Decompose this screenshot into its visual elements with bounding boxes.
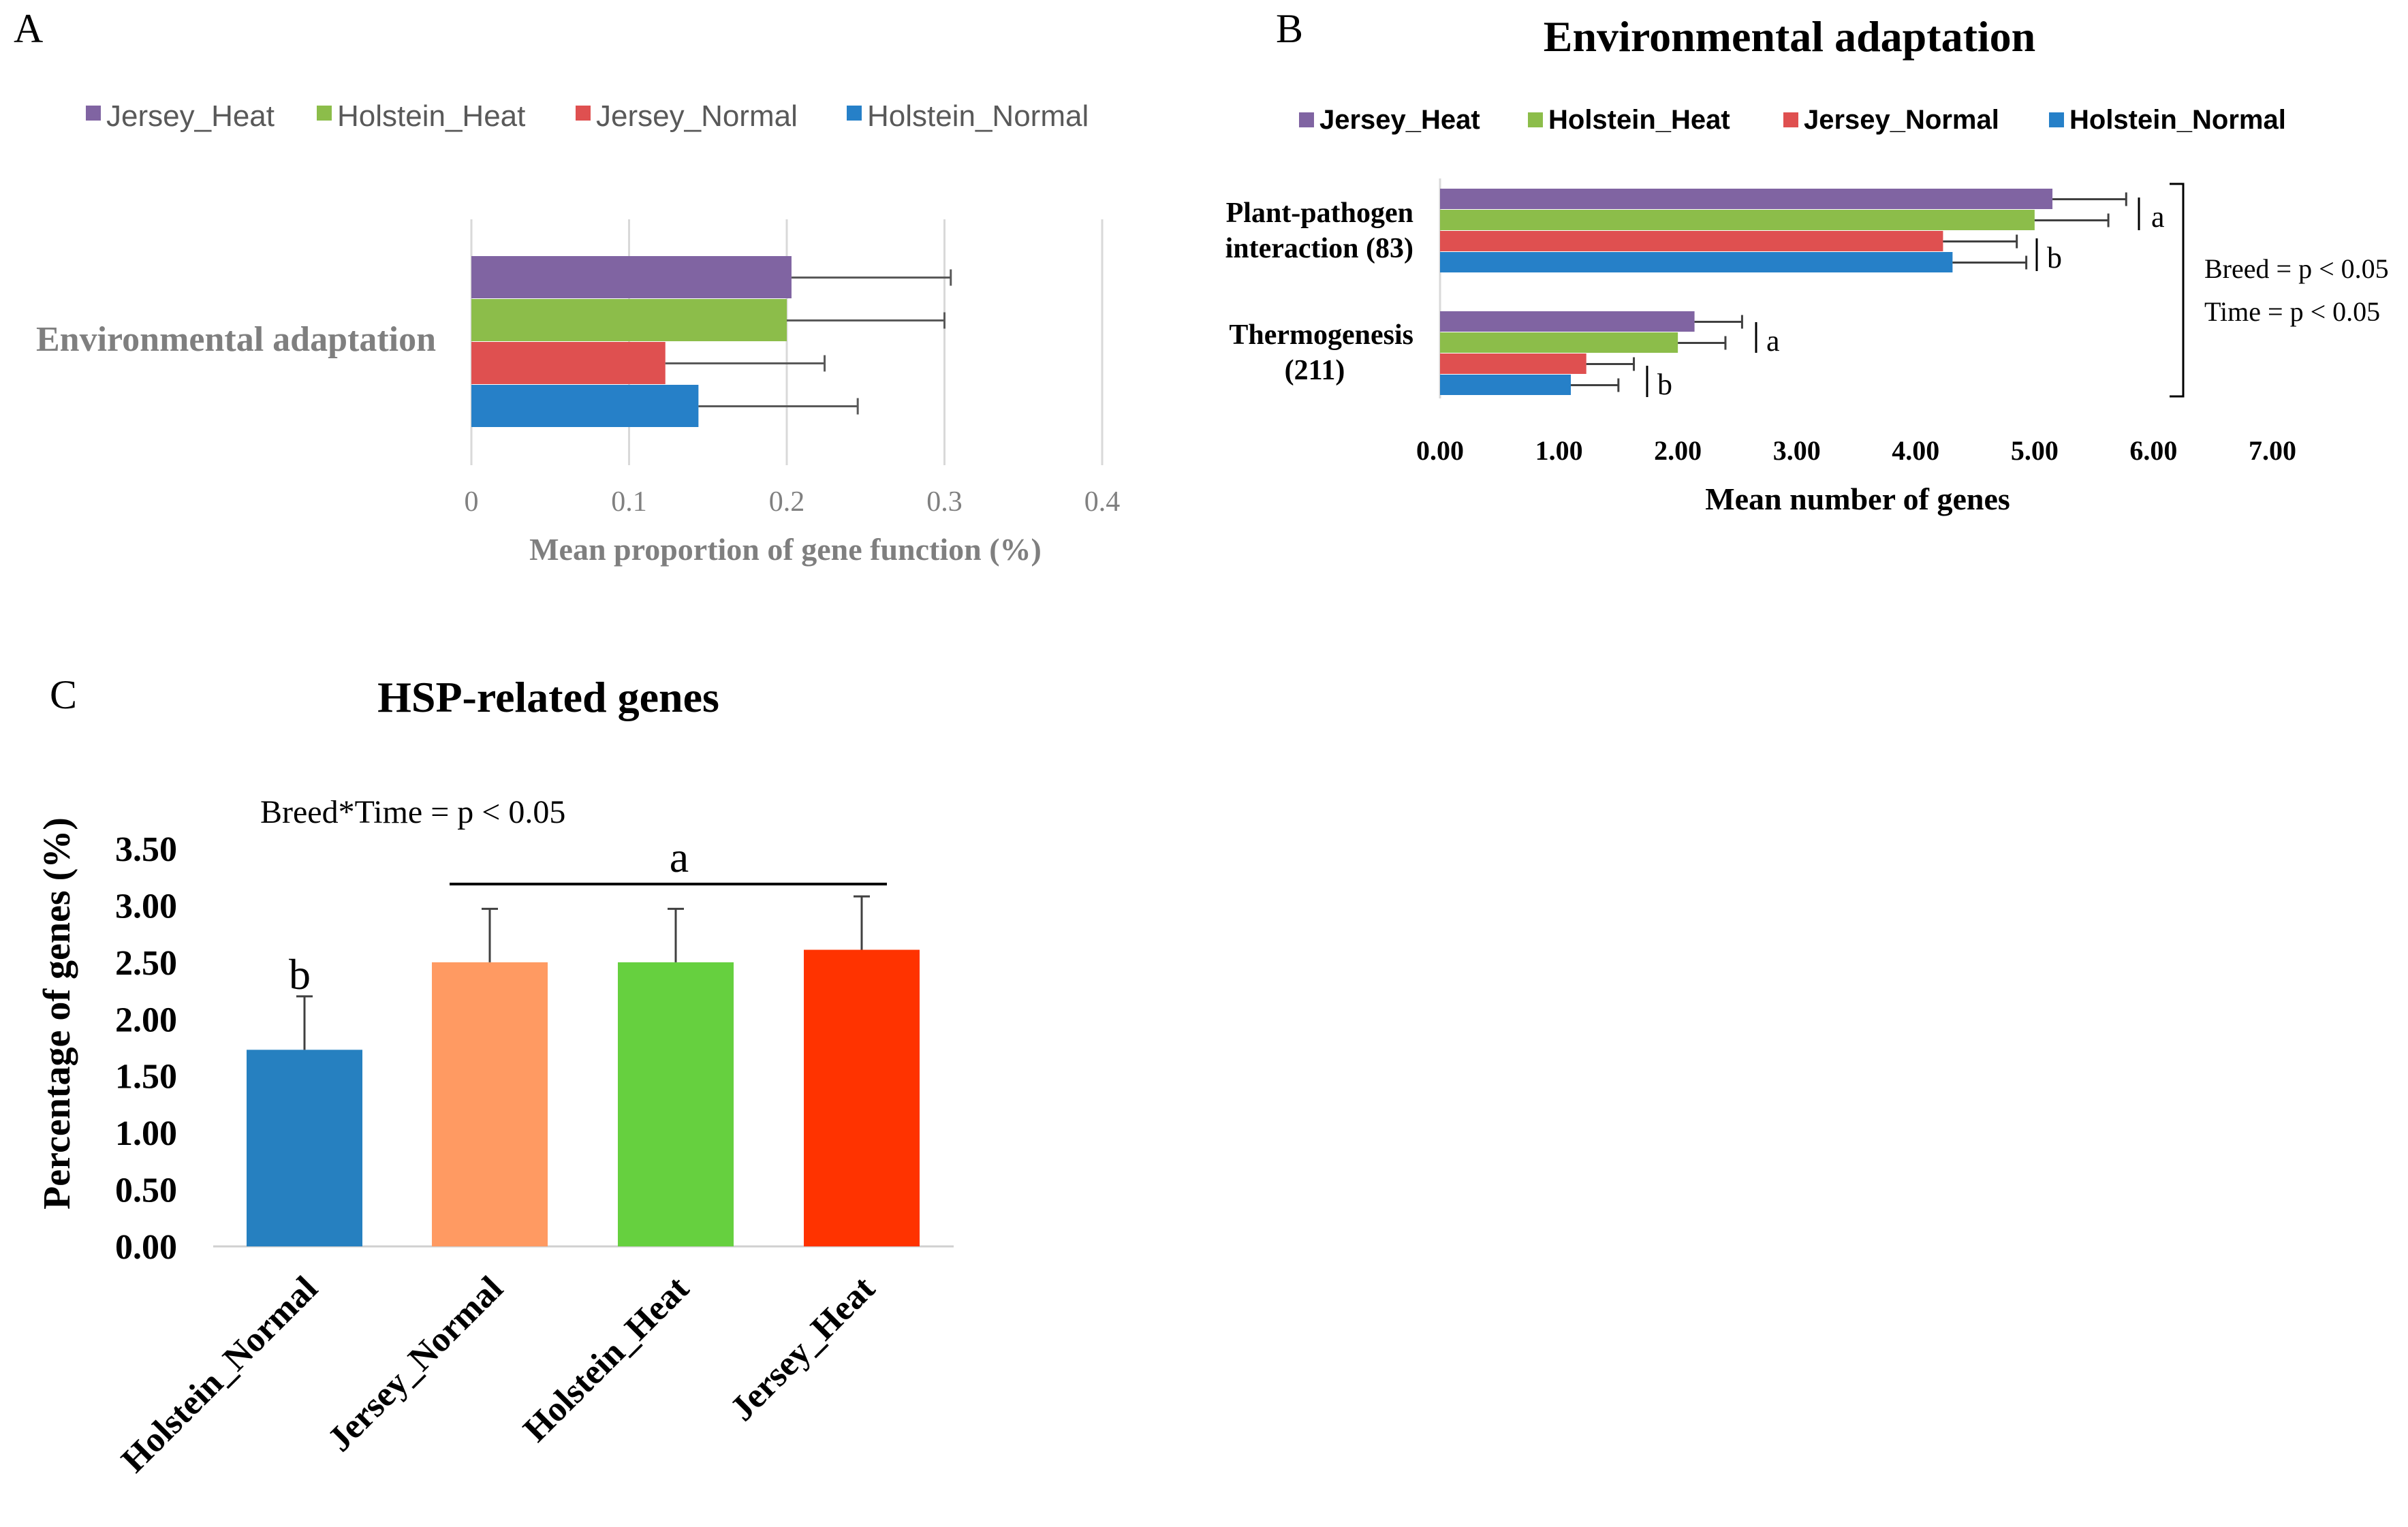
panel-c-y-tick-label: 0.50	[115, 1171, 177, 1210]
panel-a-legend: Jersey_Heat Holstein_Heat Jersey_Normal …	[86, 99, 1089, 133]
panel-b-annotation-breed: Breed = p < 0.05	[2204, 253, 2389, 284]
legend-swatch-holstein-heat	[1528, 112, 1543, 127]
panel-b-x-tick-labels: 0.00 1.00 2.00 3.00 4.00 5.00 6.00 7.00	[1416, 435, 2296, 466]
legend-label-jersey-normal: Jersey_Normal	[596, 99, 798, 133]
legend-label-jersey-heat: Jersey_Heat	[106, 99, 275, 133]
legend-swatch-holstein-normal	[847, 106, 862, 121]
panel-b-bar-g2-jersey-heat	[1440, 311, 1695, 332]
panel-b-label: B	[1276, 6, 1303, 51]
panel-a-x-tick-label: 0.2	[769, 486, 805, 518]
panel-c-y-axis-title: Percentage of genes (%)	[36, 817, 78, 1210]
panel-b-legend: Jersey_Heat Holstein_Heat Jersey_Normal …	[1299, 105, 2286, 135]
panel-c-title: HSP-related genes	[377, 673, 719, 721]
panel-c-y-tick-label: 1.00	[115, 1114, 177, 1153]
panel-b-x-tick-label: 1.00	[1535, 435, 1583, 466]
panel-a-x-tick-labels: 0 0.1 0.2 0.3 0.4	[465, 486, 1121, 518]
panel-b-group2-label-line1: Thermogenesis	[1229, 319, 1413, 351]
panel-b-annotation-time: Time = p < 0.05	[2204, 296, 2380, 327]
panel-c-letter-b: b	[289, 950, 311, 998]
legend-label-holstein-normal: Holstein_Normal	[867, 99, 1089, 133]
panel-a-x-tick-label: 0.4	[1084, 486, 1121, 518]
panel-a: A Jersey_Heat Holstein_Heat Jersey_Norma…	[14, 6, 1120, 567]
panel-c-y-tick-label: 1.50	[115, 1058, 177, 1097]
panel-b-group2-letter-normal: b	[1657, 368, 1672, 401]
legend-swatch-holstein-normal	[2049, 112, 2064, 127]
panel-a-bar-jersey-heat	[471, 256, 792, 298]
panel-b-x-tick-label: 5.00	[2011, 435, 2059, 466]
panel-c-y-tick-label: 2.50	[115, 944, 177, 983]
panel-b-bars	[1439, 178, 2053, 398]
panel-c-error-bars	[296, 895, 870, 1050]
panel-a-category-label: Environmental adaptation	[36, 320, 436, 359]
legend-label-holstein-heat: Holstein_Heat	[1548, 105, 1730, 135]
legend-label-holstein-normal: Holstein_Normal	[2069, 105, 2286, 135]
panel-a-x-tick-label: 0	[465, 486, 479, 518]
panel-c-bar-jersey-heat	[804, 949, 920, 1246]
panel-b-title: Environmental adaptation	[1544, 12, 2036, 61]
panel-a-x-tick-label: 0.3	[926, 486, 963, 518]
panel-b-bar-g2-jersey-normal	[1440, 353, 1586, 374]
panel-b-error-bars	[1571, 192, 2127, 392]
legend-swatch-jersey-heat	[86, 106, 101, 121]
panel-b-x-tick-label: 4.00	[1892, 435, 1939, 466]
panel-b-bar-g1-holstein-heat	[1440, 210, 2035, 230]
panel-a-label: A	[14, 6, 43, 51]
legend-label-jersey-heat: Jersey_Heat	[1319, 105, 1480, 135]
panel-b-bar-g1-jersey-heat	[1440, 189, 2053, 209]
panel-a-x-tick-label: 0.1	[611, 486, 647, 518]
panel-b-bracket	[2170, 183, 2185, 398]
panel-b-group2-label-line2: (211)	[1285, 355, 1345, 386]
legend-label-holstein-heat: Holstein_Heat	[337, 99, 525, 133]
panel-b-x-tick-label: 7.00	[2249, 435, 2296, 466]
panel-b-group2-letter-heat: a	[1766, 324, 1780, 358]
panel-c-y-tick-label: 0.00	[115, 1228, 177, 1267]
panel-b-x-tick-label: 2.00	[1654, 435, 1702, 466]
legend-swatch-jersey-normal	[1783, 112, 1798, 127]
panel-c-y-tick-label: 3.00	[115, 887, 177, 926]
panel-b-bar-g1-holstein-normal	[1440, 252, 1953, 272]
panel-c-bars	[247, 949, 920, 1246]
panel-b: B Environmental adaptation Jersey_Heat H…	[1225, 6, 2389, 516]
panel-a-bar-jersey-normal	[471, 342, 666, 384]
panel-c-y-tick-label: 3.50	[115, 830, 177, 869]
panel-b-x-tick-label: 6.00	[2129, 435, 2177, 466]
panel-a-bar-holstein-normal	[471, 385, 699, 427]
panel-c-letter-a: a	[670, 833, 689, 881]
panel-b-group1-letter-normal: b	[2047, 241, 2062, 274]
panel-b-bar-g2-holstein-normal	[1440, 375, 1572, 395]
panel-c-y-tick-labels: 0.00 0.50 1.00 1.50 2.00 2.50 3.00 3.50	[115, 830, 177, 1267]
legend-swatch-jersey-heat	[1299, 112, 1314, 127]
panel-b-group1-label-line1: Plant-pathogen	[1226, 198, 1413, 229]
panel-b-x-tick-label: 3.00	[1773, 435, 1821, 466]
panel-b-bar-g2-holstein-heat	[1440, 332, 1678, 353]
panel-a-bars	[471, 256, 792, 427]
legend-label-jersey-normal: Jersey_Normal	[1804, 105, 1999, 135]
panel-c-bar-jersey-normal	[432, 962, 548, 1246]
panel-c-bar-holstein-normal	[247, 1050, 362, 1246]
panel-a-x-axis-title: Mean proportion of gene function (%)	[529, 532, 1042, 567]
panel-b-group1-letter-heat: a	[2151, 200, 2165, 234]
panel-b-group1-label-line2: interaction (83)	[1225, 233, 1413, 264]
panel-c-bar-holstein-heat	[618, 962, 734, 1246]
panel-c-label: C	[50, 672, 77, 717]
panel-b-x-tick-label: 0.00	[1416, 435, 1464, 466]
panel-c-y-tick-label: 2.00	[115, 1001, 177, 1039]
panel-a-error-bars	[665, 269, 952, 415]
panel-a-bar-holstein-heat	[471, 299, 787, 341]
legend-swatch-jersey-normal	[576, 106, 591, 121]
panel-b-x-axis-title: Mean number of genes	[1705, 482, 2010, 516]
legend-swatch-holstein-heat	[317, 106, 332, 121]
panel-b-bar-g1-jersey-normal	[1440, 231, 1943, 251]
panel-c-annotation: Breed*Time = p < 0.05	[260, 794, 565, 830]
